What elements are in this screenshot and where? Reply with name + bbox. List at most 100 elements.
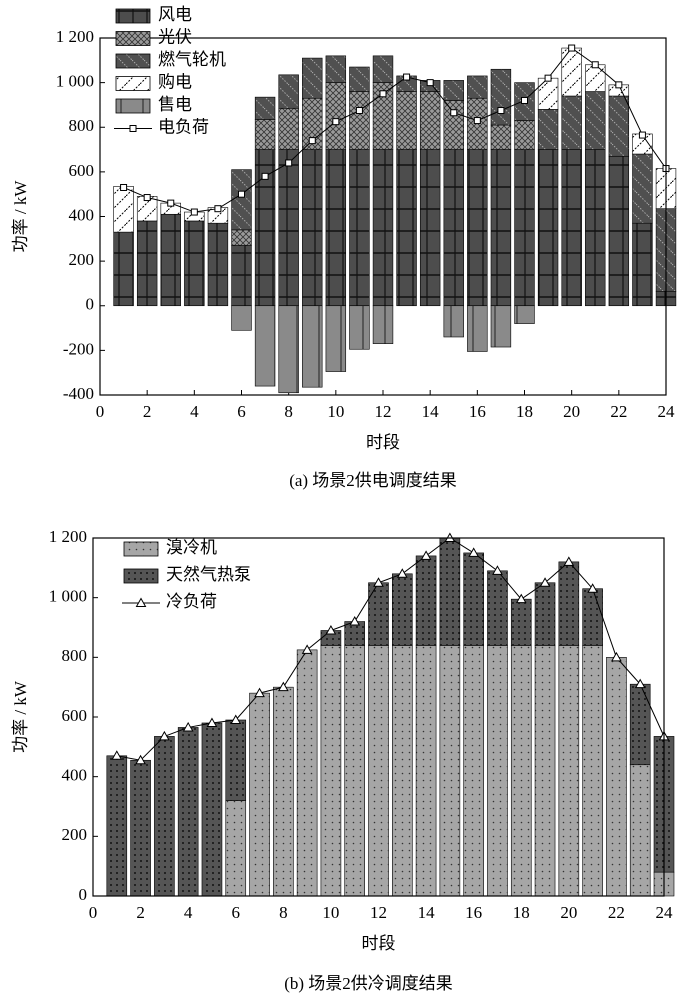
y-tick-label: 800: [62, 646, 88, 665]
bar: [368, 645, 389, 897]
bar: [254, 119, 276, 150]
bar: [278, 74, 299, 109]
x-tick-label: 10: [322, 903, 339, 922]
bar: [467, 305, 488, 352]
bar: [278, 107, 299, 150]
line-marker: [544, 74, 552, 82]
line-marker: [301, 644, 313, 654]
line-marker: [120, 183, 128, 191]
line-marker: [638, 131, 646, 139]
y-tick-label: -400: [63, 384, 94, 403]
bar: [490, 124, 512, 150]
y-tick-label: 600: [69, 161, 95, 180]
line-marker: [492, 565, 503, 575]
bar: [302, 305, 323, 388]
line-marker: [355, 107, 363, 115]
bar: [177, 727, 199, 897]
bar: [391, 645, 413, 897]
line-marker: [468, 547, 480, 557]
line-marker: [587, 583, 598, 593]
line-marker: [261, 172, 269, 180]
line-marker: [521, 96, 528, 104]
chart-caption: (a) 场景2供电调度结果: [289, 471, 457, 490]
bar: [415, 645, 437, 897]
y-tick-label: 0: [86, 295, 95, 314]
x-tick-label: 4: [184, 903, 193, 922]
legend-swatch: [115, 98, 151, 114]
bar: [558, 561, 580, 646]
line-marker: [238, 190, 245, 198]
bar: [463, 552, 484, 646]
x-tick-label: 8: [279, 903, 288, 922]
y-axis-label: 功率 / kW: [11, 180, 30, 253]
bar: [344, 645, 366, 897]
bar: [510, 645, 532, 897]
bar: [419, 91, 441, 150]
legend-label: 天然气热泵: [166, 565, 251, 584]
legend-label: 售电: [158, 95, 192, 114]
bar: [443, 149, 464, 307]
line-marker: [591, 61, 599, 69]
x-tick-label: 20: [560, 903, 577, 922]
bar: [349, 149, 370, 307]
bar: [302, 149, 323, 307]
bar: [349, 91, 370, 150]
x-tick-label: 24: [658, 402, 676, 421]
line-marker: [373, 577, 384, 587]
bar: [439, 537, 461, 646]
bar: [113, 186, 134, 233]
bar: [561, 95, 582, 150]
bar: [296, 649, 318, 897]
x-tick-label: 16: [469, 402, 486, 421]
bar: [415, 555, 437, 646]
y-tick-label: -200: [63, 339, 94, 358]
line-marker: [230, 714, 242, 724]
bar: [231, 229, 252, 246]
legend-label: 风电: [158, 5, 192, 24]
bar: [606, 657, 627, 897]
x-tick-label: 14: [422, 402, 440, 421]
bar: [537, 109, 559, 150]
bar: [487, 645, 508, 897]
bar: [231, 305, 252, 331]
bar: [534, 582, 556, 646]
bar: [396, 91, 417, 150]
line-marker: [634, 678, 646, 689]
bar: [278, 149, 299, 307]
x-tick-label: 14: [418, 903, 436, 922]
bar: [467, 75, 488, 99]
x-tick-label: 20: [563, 402, 580, 421]
x-tick-label: 8: [284, 402, 293, 421]
bar: [608, 95, 630, 157]
bar: [443, 305, 464, 338]
x-tick-label: 2: [143, 402, 152, 421]
y-tick-label: 200: [62, 825, 88, 844]
y-tick-label: 1 200: [49, 527, 87, 546]
line-marker: [254, 687, 265, 698]
bar: [372, 305, 394, 344]
bar: [396, 149, 417, 307]
bar: [443, 100, 464, 150]
bar: [254, 305, 276, 387]
bar: [113, 231, 134, 307]
legend-swatch: [115, 31, 151, 46]
x-tick-label: 2: [136, 903, 145, 922]
legend-swatch: [123, 541, 159, 557]
bar: [249, 692, 270, 897]
bar: [207, 222, 229, 307]
line-marker: [308, 137, 316, 145]
bar: [130, 759, 151, 897]
bar: [487, 570, 508, 646]
x-tick-label: 18: [516, 402, 533, 421]
line-marker: [182, 721, 194, 732]
line-marker: [450, 109, 458, 117]
line-marker: [277, 681, 289, 692]
line-marker: [214, 205, 222, 213]
legend-label: 燃气轮机: [158, 50, 226, 69]
bar: [160, 213, 181, 307]
legend-label: 冷负荷: [166, 592, 217, 611]
x-tick-label: 4: [190, 402, 199, 421]
bar: [629, 764, 651, 897]
bar: [325, 305, 347, 372]
y-tick-label: 1 000: [49, 587, 87, 606]
